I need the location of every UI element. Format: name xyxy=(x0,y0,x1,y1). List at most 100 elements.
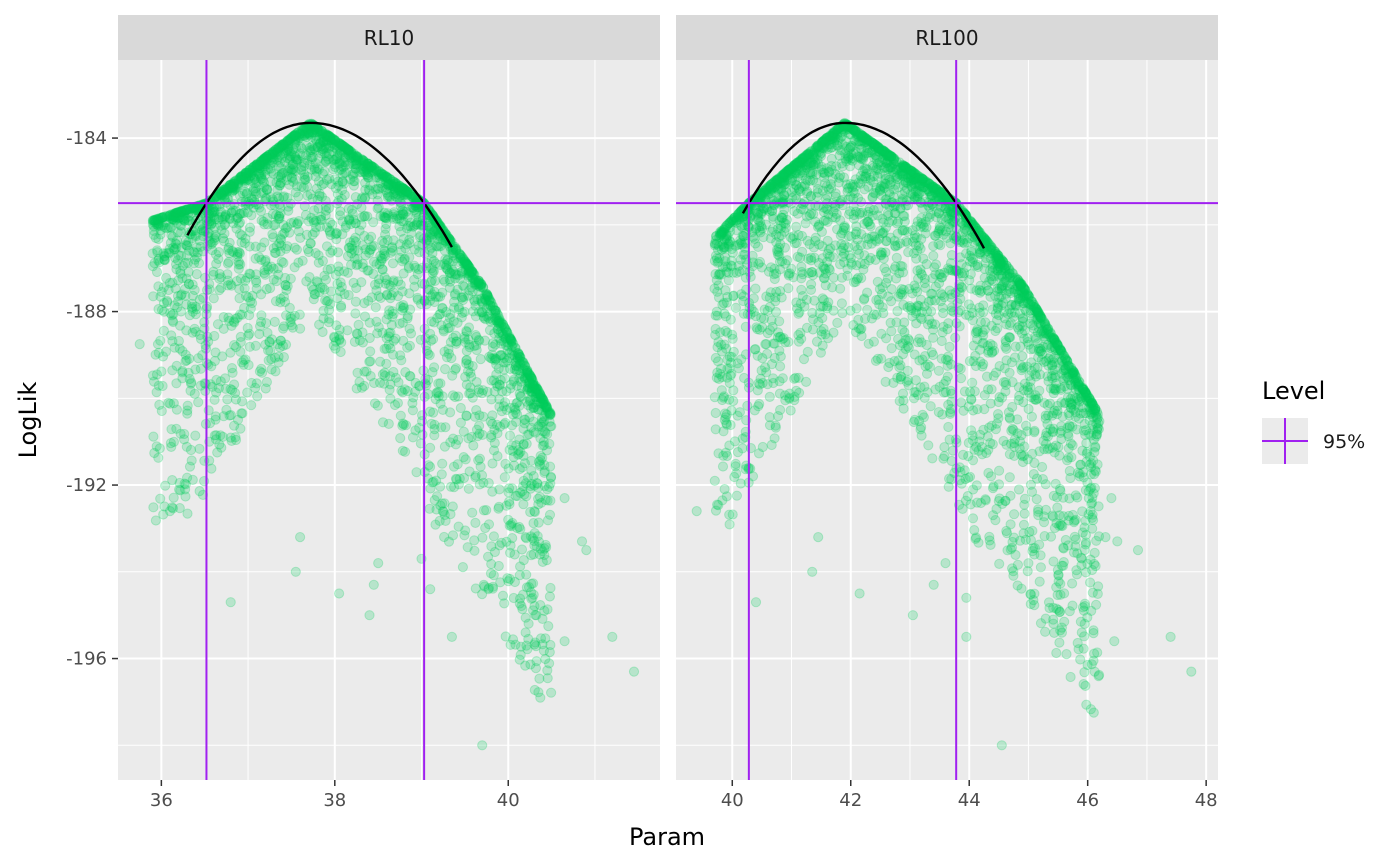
scatter-point xyxy=(237,188,248,199)
scatter-point xyxy=(453,302,464,313)
scatter-point xyxy=(180,356,191,367)
scatter-point xyxy=(514,598,525,609)
scatter-point xyxy=(303,126,314,137)
scatter-point xyxy=(373,183,385,195)
scatter-point xyxy=(394,213,405,224)
scatter-point xyxy=(466,268,477,279)
scatter-point xyxy=(504,352,515,364)
scatter-point xyxy=(453,270,464,281)
scatter-point xyxy=(1004,472,1015,483)
scatter-point xyxy=(365,356,376,367)
scatter-point xyxy=(296,130,308,141)
scatter-point xyxy=(181,325,192,336)
scatter-point xyxy=(199,455,210,466)
scatter-point-outlier xyxy=(628,666,640,677)
scatter-point xyxy=(317,126,328,137)
scatter-point xyxy=(395,350,406,361)
scatter-point xyxy=(386,319,397,331)
scatter-point xyxy=(334,139,345,150)
scatter-point xyxy=(156,304,168,316)
scatter-point xyxy=(448,332,459,343)
scatter-point xyxy=(217,233,228,244)
scatter-point xyxy=(488,531,499,542)
scatter-point xyxy=(534,673,545,684)
scatter-point xyxy=(453,521,464,532)
scatter-point xyxy=(518,499,529,510)
scatter-point xyxy=(538,645,550,656)
scatter-point xyxy=(522,644,533,655)
scatter-point xyxy=(435,378,446,389)
scatter-point xyxy=(404,370,415,382)
scatter-point xyxy=(312,163,323,174)
scatter-point xyxy=(492,381,503,392)
scatter-point xyxy=(256,254,267,265)
scatter-point xyxy=(278,167,289,178)
scatter-point xyxy=(290,187,301,198)
scatter-point xyxy=(328,154,339,165)
scatter-point xyxy=(522,429,533,440)
scatter-point xyxy=(916,337,927,348)
scatter-point xyxy=(293,226,304,237)
scatter-point xyxy=(292,155,303,166)
scatter-point xyxy=(524,382,535,393)
scatter-point xyxy=(291,154,302,165)
scatter-point xyxy=(540,401,551,412)
scatter-point xyxy=(430,258,441,269)
scatter-point xyxy=(472,276,483,287)
scatter-point xyxy=(371,164,382,175)
scatter-point xyxy=(453,479,464,490)
scatter-point xyxy=(350,296,361,307)
scatter-point xyxy=(362,158,373,170)
scatter-point xyxy=(520,612,531,623)
scatter-point xyxy=(520,660,531,671)
scatter-point-outlier xyxy=(373,558,384,569)
scatter-point xyxy=(207,381,218,392)
scatter-point xyxy=(502,573,513,584)
scatter-point xyxy=(481,291,492,302)
scatter-point xyxy=(1040,504,1052,515)
scatter-point xyxy=(514,388,525,399)
scatter-point xyxy=(361,366,372,377)
scatter-point xyxy=(338,156,349,168)
scatter-point xyxy=(301,150,312,161)
scatter-point xyxy=(226,181,237,192)
scatter-point xyxy=(471,344,482,356)
scatter-point xyxy=(216,187,227,198)
scatter-point xyxy=(400,184,411,195)
scatter-point xyxy=(246,169,257,181)
scatter-point xyxy=(330,229,341,240)
scatter-point xyxy=(172,255,184,266)
scatter-point xyxy=(528,399,539,410)
scatter-point xyxy=(166,441,177,452)
scatter-point xyxy=(278,257,289,268)
scatter-point xyxy=(225,432,236,443)
scatter-point xyxy=(382,192,393,203)
scatter-point xyxy=(366,292,377,303)
scatter-point xyxy=(183,367,194,378)
scatter-point xyxy=(356,166,367,178)
scatter-point xyxy=(218,236,230,247)
scatter-point xyxy=(168,242,179,253)
scatter-point xyxy=(474,479,485,490)
scatter-point xyxy=(487,349,498,360)
scatter-point xyxy=(235,423,246,434)
scatter-point xyxy=(497,590,509,601)
scatter-point xyxy=(360,210,371,222)
scatter-point xyxy=(440,422,451,433)
scatter-point xyxy=(187,232,198,244)
scatter-point xyxy=(342,325,353,336)
scatter-point xyxy=(171,259,182,270)
scatter-point xyxy=(269,149,280,160)
scatter-point xyxy=(490,308,501,319)
scatter-point xyxy=(232,414,244,425)
scatter-point xyxy=(365,160,376,171)
scatter-point xyxy=(454,273,465,284)
scatter-point xyxy=(277,139,289,150)
scatter-point xyxy=(530,610,541,621)
scatter-point xyxy=(405,371,416,382)
scatter-point xyxy=(529,684,540,696)
scatter-point xyxy=(173,335,184,347)
scatter-point xyxy=(335,139,346,150)
scatter-point xyxy=(545,582,556,594)
